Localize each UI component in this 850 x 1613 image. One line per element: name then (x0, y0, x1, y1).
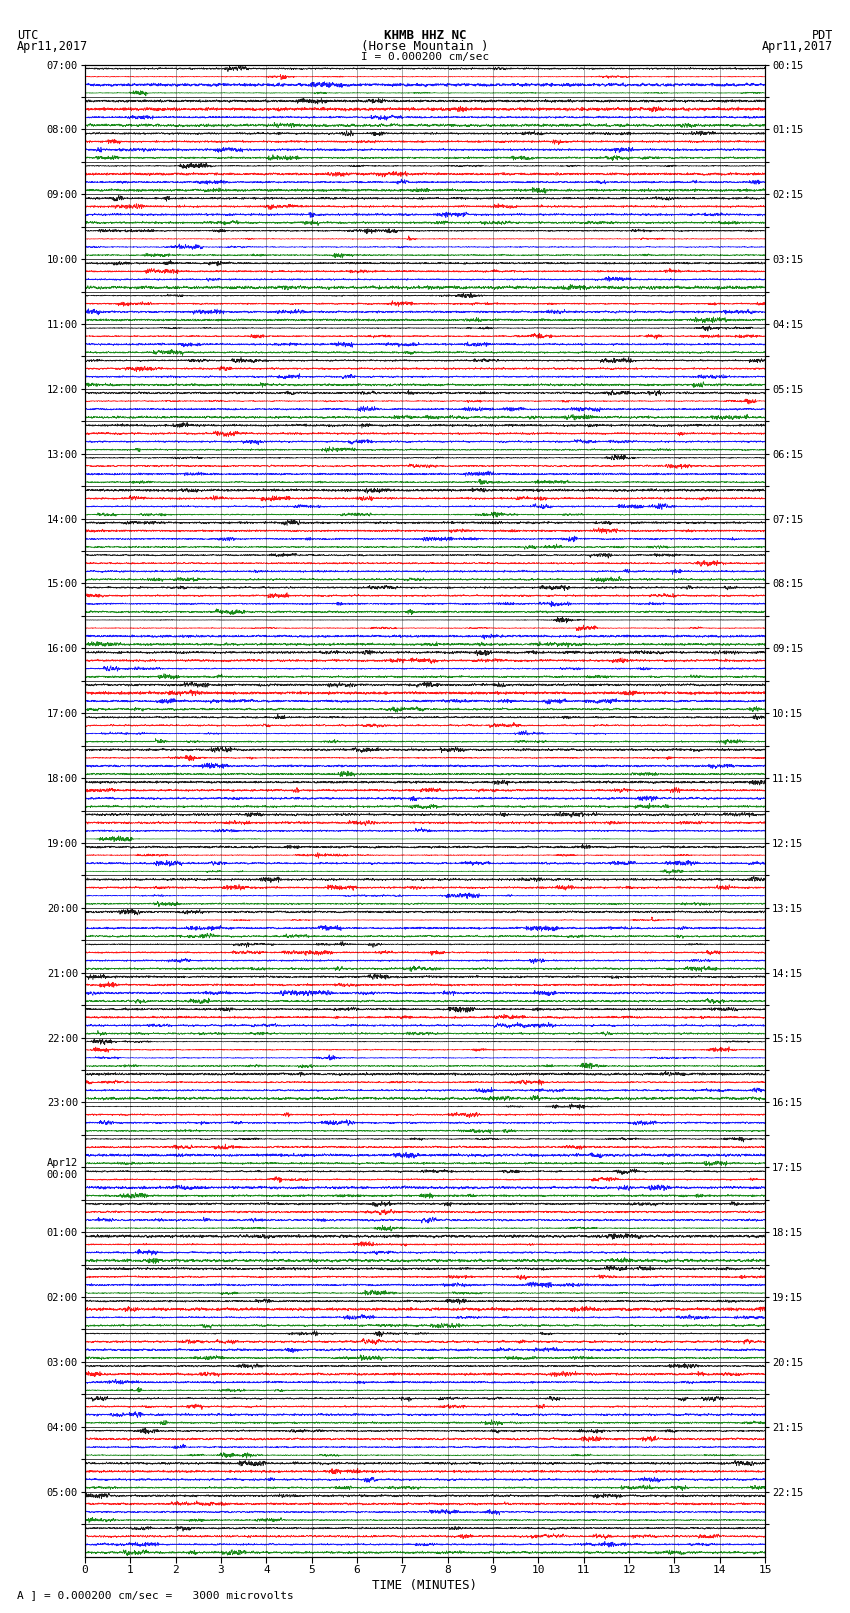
Text: I = 0.000200 cm/sec: I = 0.000200 cm/sec (361, 52, 489, 61)
Text: KHMB HHZ NC: KHMB HHZ NC (383, 29, 467, 42)
Text: Apr11,2017: Apr11,2017 (17, 40, 88, 53)
Text: UTC: UTC (17, 29, 38, 42)
X-axis label: TIME (MINUTES): TIME (MINUTES) (372, 1579, 478, 1592)
Text: PDT: PDT (812, 29, 833, 42)
Text: A ] = 0.000200 cm/sec =   3000 microvolts: A ] = 0.000200 cm/sec = 3000 microvolts (17, 1590, 294, 1600)
Text: Apr11,2017: Apr11,2017 (762, 40, 833, 53)
Text: (Horse Mountain ): (Horse Mountain ) (361, 40, 489, 53)
